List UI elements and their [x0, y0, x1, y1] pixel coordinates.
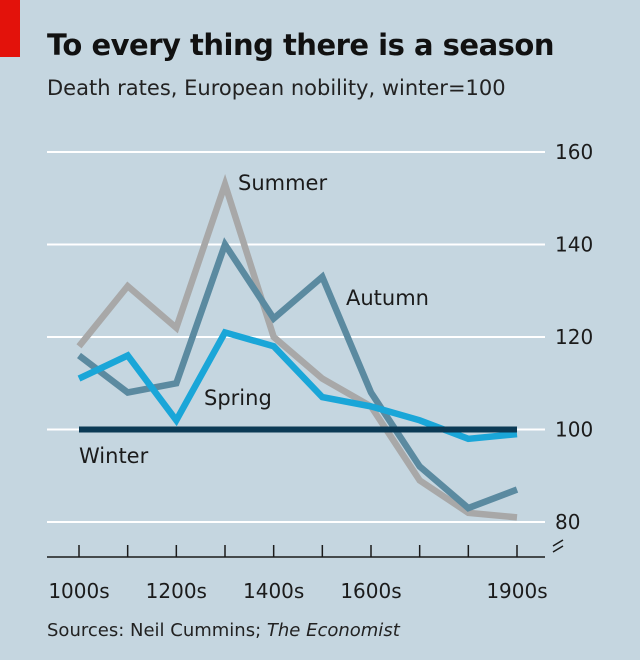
y-tick-label-100: 100: [555, 418, 593, 442]
series-label-spring: Spring: [204, 386, 272, 410]
y-tick-label-140: 140: [555, 233, 593, 257]
y-tick-label-80: 80: [555, 510, 580, 534]
series-line-spring: [77, 328, 518, 443]
x-axis: 1000s 1200s 1400s 1600s 1900s: [47, 539, 564, 603]
y-tick-label-160: 160: [555, 140, 593, 164]
series-line-summer: [76, 174, 518, 521]
series-label-autumn: Autumn: [346, 286, 429, 310]
chart-subtitle: Death rates, European nobility, winter=1…: [47, 76, 506, 100]
source-note: Sources: Neil Cummins; The Economist: [47, 620, 400, 641]
series-lines: [76, 174, 519, 521]
x-tick-label-1900s: 1900s: [486, 579, 547, 603]
x-tick-label-1400s: 1400s: [243, 579, 304, 603]
brand-tag: [0, 0, 20, 57]
source-prefix: Sources: Neil Cummins;: [47, 620, 267, 641]
source-publication: The Economist: [266, 620, 400, 641]
x-tick-label-1000s: 1000s: [48, 579, 109, 603]
y-tick-labels: 80 100 120 140 160: [555, 140, 593, 534]
series-label-summer: Summer: [238, 171, 327, 195]
series-label-winter: Winter: [79, 444, 149, 468]
series-labels: Winter Spring Summer Autumn: [79, 171, 429, 468]
chart-title: To every thing there is a season: [47, 28, 554, 62]
x-tick-label-1600s: 1600s: [340, 579, 401, 603]
axis-break-icon: [552, 539, 564, 553]
y-tick-label-120: 120: [555, 325, 593, 349]
x-tick-label-1200s: 1200s: [146, 579, 207, 603]
